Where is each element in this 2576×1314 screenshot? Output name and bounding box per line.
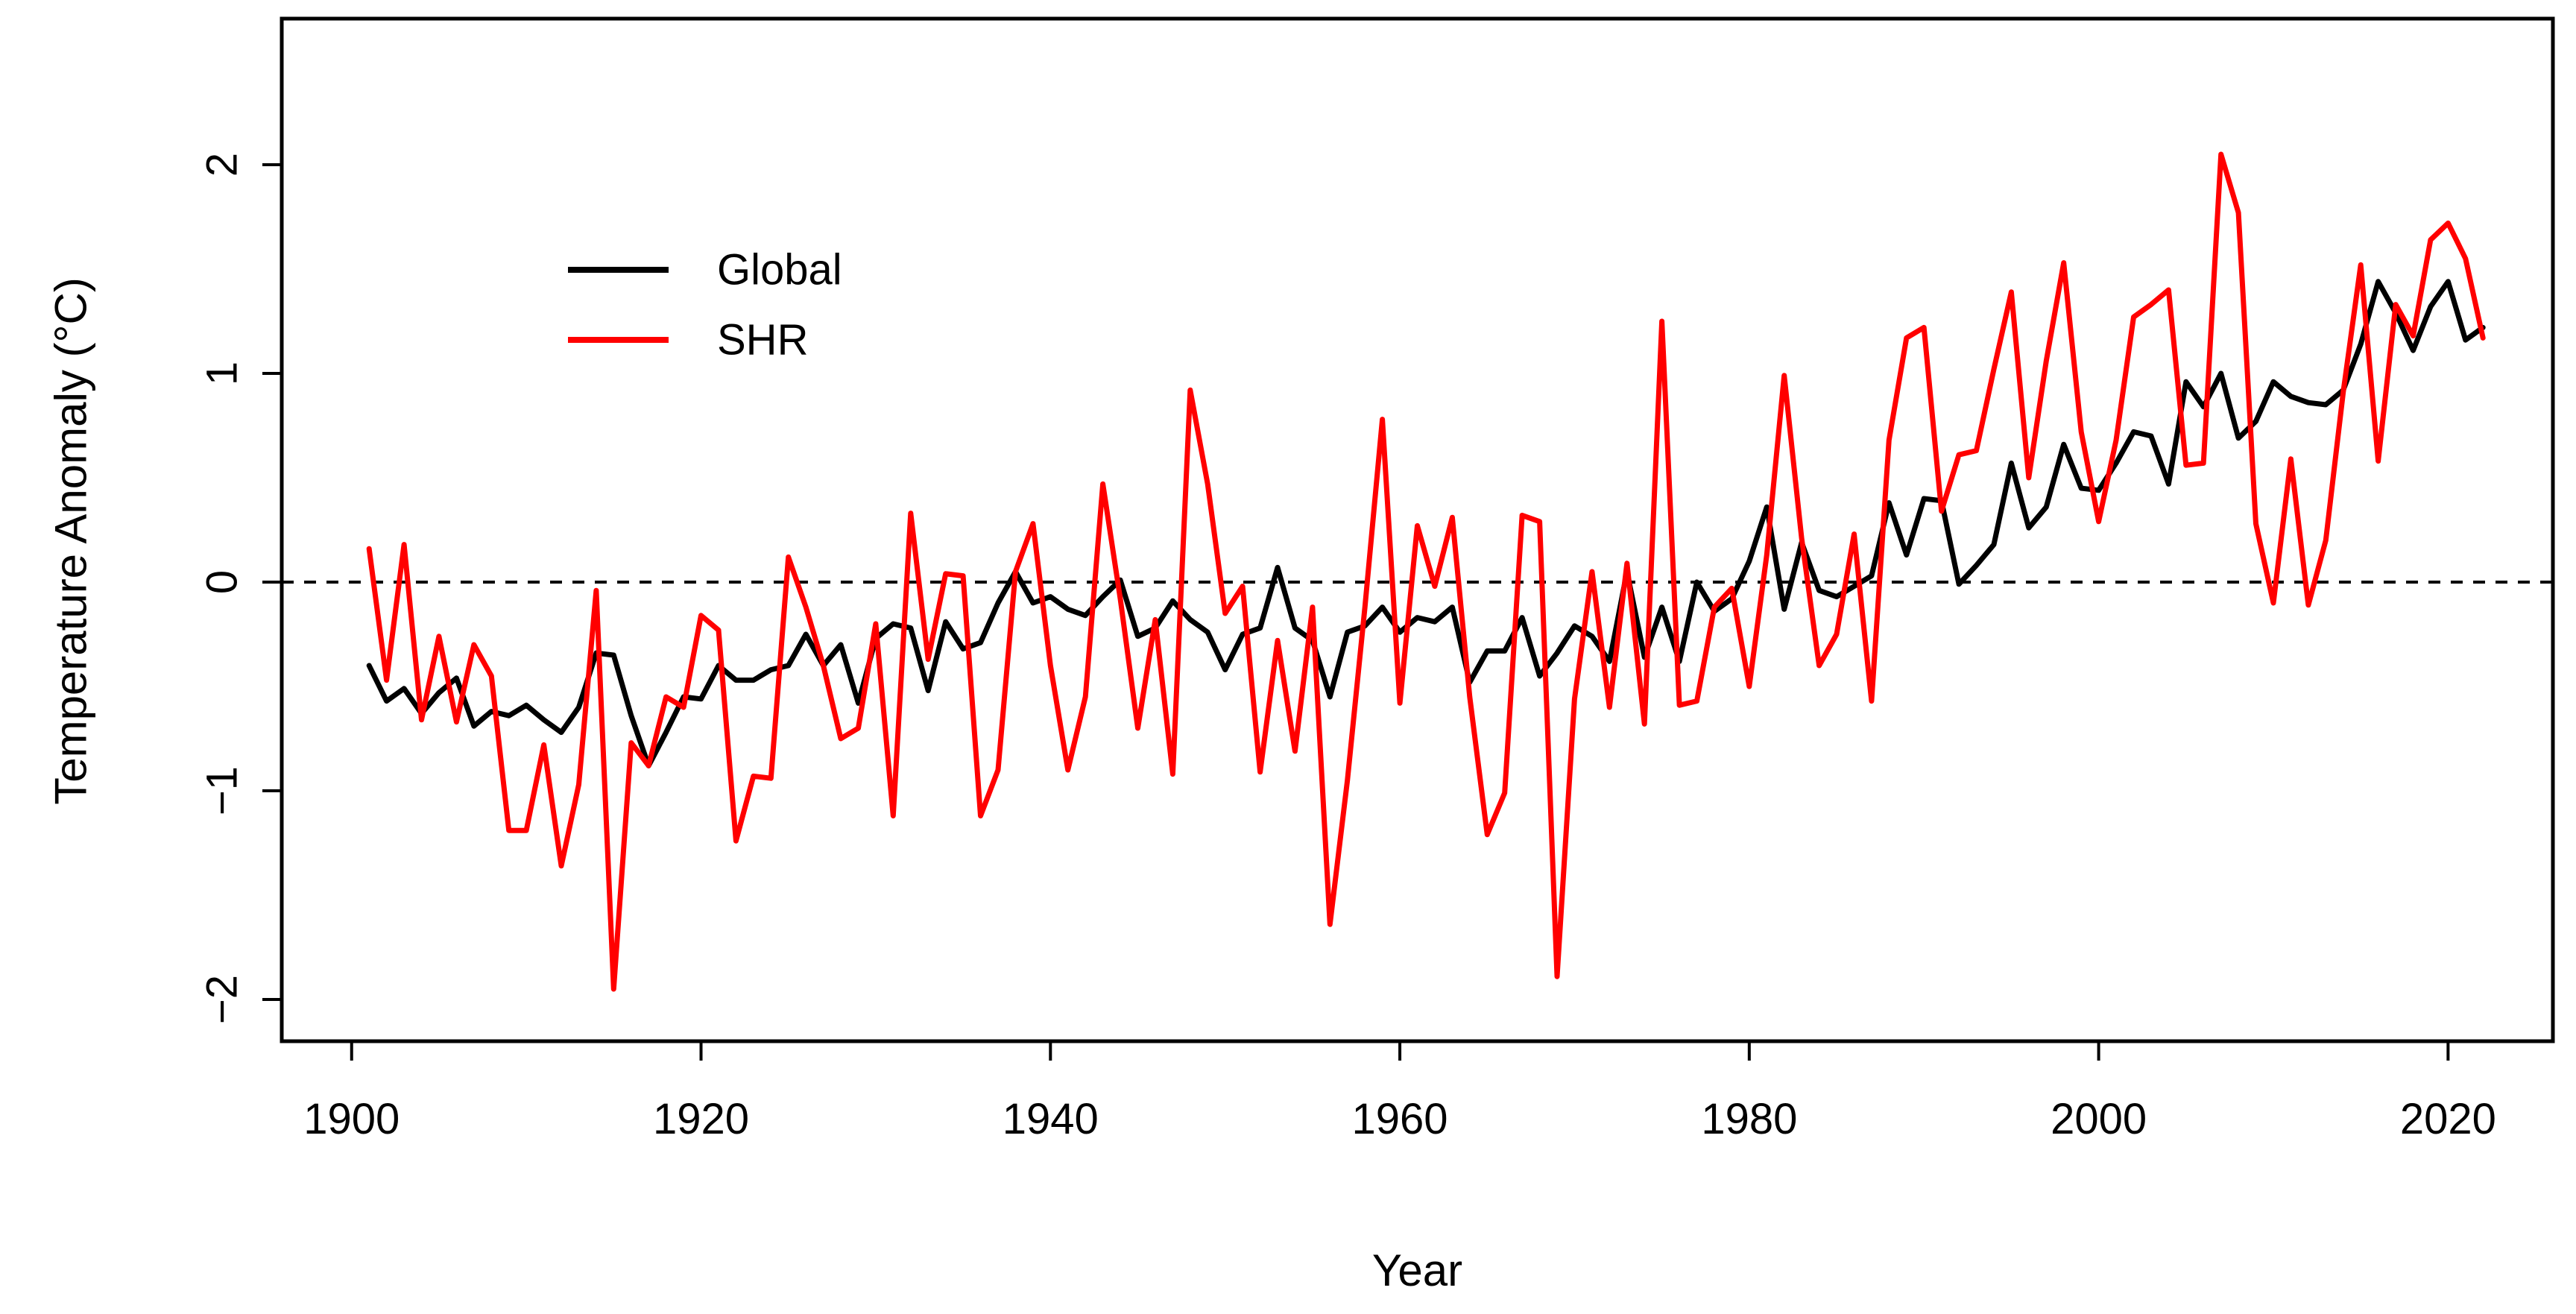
y-tick-label: 1 [198,361,247,385]
x-tick-label: 1940 [1003,1095,1099,1143]
x-tick-label: 1960 [1352,1095,1448,1143]
legend-label-global: Global [717,246,842,294]
y-tick-label: 0 [198,570,247,594]
x-tick-label: 1920 [653,1095,749,1143]
x-tick-label: 2000 [2051,1095,2147,1143]
y-tick-label: −1 [198,766,247,815]
axis-layer: 1900 1920 1940 1960 1980 2000 2020 −2 −1 0 1 2 [198,153,2496,1143]
series-layer [366,151,2486,992]
x-axis-title: Year [1372,1245,1462,1295]
x-tick-label: 2020 [2400,1095,2496,1143]
legend: Global SHR [568,246,842,364]
y-tick-label: 2 [198,153,247,177]
x-tick-label: 1980 [1701,1095,1797,1143]
y-tick-label: −2 [198,975,247,1024]
x-tick-label: 1900 [303,1095,400,1143]
legend-label-shr: SHR [717,316,808,364]
series-line-shr [366,151,2486,992]
y-axis-title: Temperature Anomaly (°C) [46,277,96,805]
